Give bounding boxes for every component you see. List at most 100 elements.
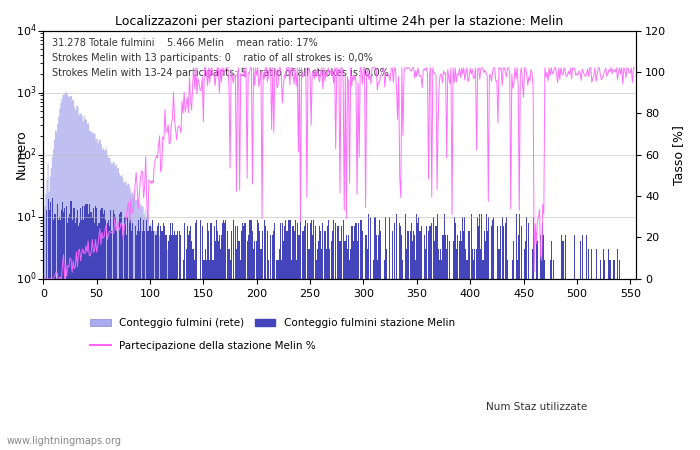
Bar [312,235,313,450]
Bar [455,223,456,450]
Bar [114,214,116,450]
Bar [132,223,134,450]
Bar [270,235,271,450]
Bar [98,223,99,450]
Bar [553,260,554,450]
Bar [356,242,358,450]
Bar [163,223,164,450]
Bar [482,260,484,450]
Bar [96,207,97,450]
Bar [385,217,386,450]
Bar [435,226,437,450]
Bar [447,235,448,450]
Bar [50,202,51,450]
Bar [94,223,95,450]
Bar [210,223,211,450]
Bar [348,235,349,450]
Bar [360,220,362,450]
Bar [338,226,339,450]
Bar [431,223,433,450]
Bar [477,217,478,450]
Bar [498,249,500,450]
Bar [414,235,415,450]
Bar [276,260,277,450]
Bar [370,217,372,450]
Bar [525,242,526,450]
Text: $10^{3}$: $10^{3}$ [16,84,36,101]
Bar [297,223,298,450]
Bar [350,249,351,450]
Bar [264,220,265,450]
Bar [528,223,529,450]
Bar [256,242,258,450]
Bar [299,235,300,450]
Bar [415,260,416,450]
Bar [456,249,457,450]
Bar [186,249,187,450]
Bar [293,230,295,450]
Bar [164,226,165,450]
Bar [492,220,493,450]
Bar [443,235,444,450]
Bar [174,230,175,450]
Bar [444,214,445,450]
Bar [590,279,592,450]
Bar [202,226,203,450]
Bar [570,279,571,450]
Bar [291,260,293,450]
Bar [224,223,225,450]
Bar [53,220,55,450]
Bar [172,223,173,450]
Bar [69,214,71,450]
Bar [108,220,109,450]
Bar [289,220,290,450]
Y-axis label: Tasso [%]: Tasso [%] [672,125,685,184]
Bar [150,230,152,450]
Bar [189,230,190,450]
Bar [410,230,411,450]
Bar [260,249,262,450]
Bar [474,249,475,450]
Bar [191,242,193,450]
Bar [254,242,255,450]
Bar [550,260,551,450]
Bar [524,249,525,450]
Bar [563,242,564,450]
Bar [147,230,148,450]
Bar [219,235,220,450]
Bar [437,214,438,450]
Bar [380,230,381,450]
Bar [127,217,128,450]
Bar [582,235,583,450]
Bar [608,249,610,450]
Bar [77,210,78,450]
Bar [116,230,118,450]
Bar [162,230,163,450]
Bar [199,220,201,450]
Bar [280,223,281,450]
Bar [561,235,563,450]
Bar [238,242,239,450]
Bar [267,230,268,450]
Bar [491,226,492,450]
Bar [505,223,506,450]
Bar [526,217,527,450]
Bar [600,260,601,450]
Bar [351,226,352,450]
Bar [118,214,120,450]
Bar [281,260,282,450]
Bar [203,260,204,450]
Bar [157,226,158,450]
Bar [146,220,147,450]
Bar [61,210,62,450]
Bar [531,249,533,450]
Bar [513,242,514,450]
Bar [236,249,237,450]
Bar [396,214,397,450]
Bar [519,214,520,450]
Bar [542,223,543,450]
Bar [79,223,80,450]
Bar [85,204,87,450]
Bar [354,226,356,450]
Bar [208,230,209,450]
